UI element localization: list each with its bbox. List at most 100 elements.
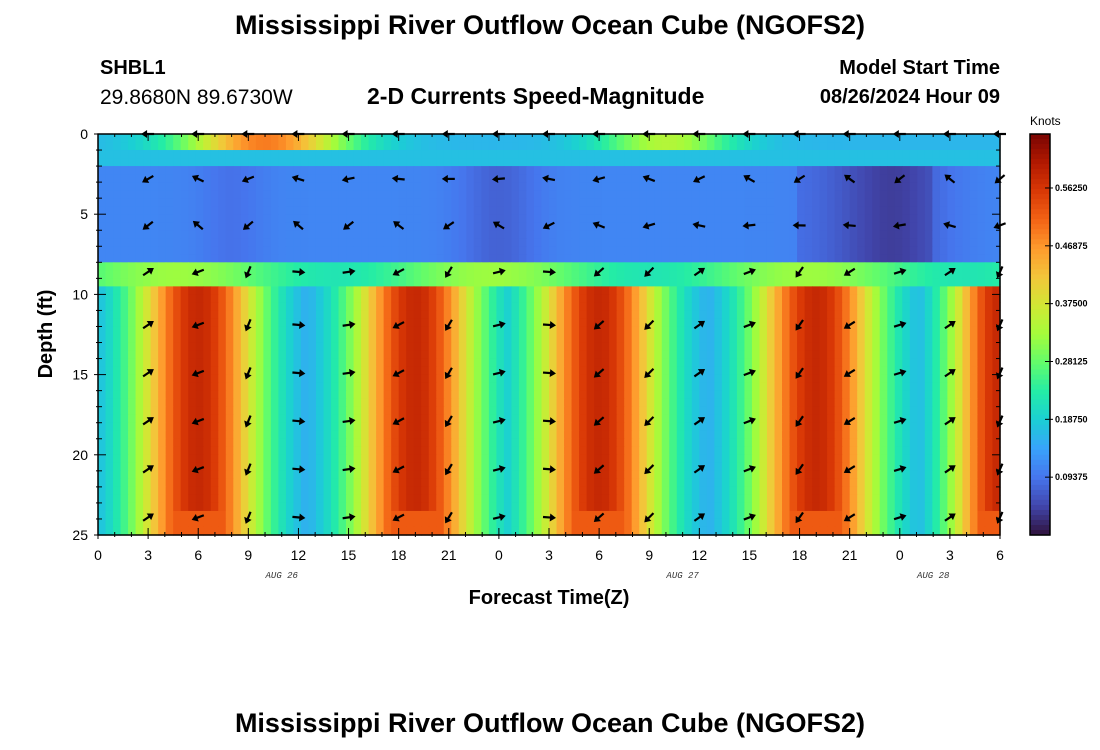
- heatmap-cell: [766, 358, 776, 368]
- heatmap-cell: [503, 190, 513, 199]
- heatmap-cell: [135, 342, 144, 352]
- heatmap-cell: [353, 318, 362, 328]
- heatmap-cell: [203, 366, 212, 376]
- heatmap-cell: [135, 142, 144, 151]
- heatmap-cell: [797, 374, 806, 384]
- heatmap-cell: [293, 278, 302, 287]
- heatmap-cell: [346, 454, 355, 464]
- heatmap-cell: [158, 350, 167, 360]
- heatmap-cell: [120, 214, 129, 223]
- heatmap-cell: [744, 358, 753, 368]
- heatmap-cell: [819, 390, 828, 400]
- heatmap-cell: [729, 174, 738, 183]
- heatmap-cell: [308, 286, 317, 295]
- heatmap-cell: [158, 150, 167, 159]
- heatmap-cell: [308, 278, 317, 287]
- heatmap-cell: [188, 430, 197, 440]
- heatmap-cell: [827, 350, 836, 360]
- heatmap-cell: [180, 190, 189, 199]
- heatmap-cell: [586, 142, 595, 151]
- heatmap-cell: [541, 206, 550, 215]
- heatmap-cell: [932, 422, 941, 432]
- heatmap-cell: [676, 294, 685, 304]
- heatmap-cell: [924, 222, 933, 231]
- heatmap-cell: [346, 358, 355, 368]
- heatmap-cell: [270, 214, 279, 223]
- heatmap-cell: [984, 214, 994, 223]
- heatmap-cell: [879, 398, 888, 408]
- heatmap-cell: [706, 382, 715, 392]
- heatmap-cell: [233, 446, 242, 456]
- heatmap-cell: [789, 398, 798, 408]
- heatmap-cell: [676, 390, 685, 400]
- heatmap-cell: [857, 390, 866, 400]
- heatmap-cell: [819, 150, 828, 159]
- heatmap-cell: [984, 350, 994, 360]
- heatmap-cell: [699, 430, 708, 440]
- heatmap-cell: [766, 222, 776, 231]
- heatmap-cell: [917, 366, 926, 376]
- heatmap-cell: [691, 342, 700, 352]
- heatmap-cell: [203, 230, 212, 239]
- heatmap-cell: [624, 366, 633, 376]
- heatmap-cell: [391, 158, 400, 167]
- heatmap-cell: [729, 278, 738, 287]
- heatmap-cell: [368, 190, 377, 199]
- heatmap-cell: [624, 446, 633, 456]
- heatmap-cell: [654, 342, 663, 352]
- heatmap-cell: [714, 414, 723, 424]
- heatmap-cell: [624, 398, 633, 408]
- heatmap-cell: [458, 222, 467, 231]
- heatmap-cell: [353, 342, 362, 352]
- heatmap-cell: [782, 134, 791, 143]
- heatmap-cell: [443, 374, 452, 384]
- heatmap-cell: [300, 446, 310, 456]
- heatmap-cell: [338, 438, 347, 448]
- heatmap-cell: [729, 230, 738, 239]
- heatmap-cell: [579, 278, 588, 287]
- heatmap-cell: [804, 254, 813, 263]
- heatmap-cell: [631, 198, 640, 207]
- heatmap-cell: [225, 334, 234, 344]
- heatmap-cell: [766, 166, 776, 175]
- heatmap-cell: [413, 406, 422, 416]
- heatmap-cell: [466, 254, 475, 263]
- heatmap-cell: [646, 246, 655, 255]
- heatmap-cell: [586, 238, 595, 247]
- heatmap-cell: [383, 430, 392, 440]
- heatmap-cell: [601, 406, 610, 416]
- heatmap-cell: [834, 358, 843, 368]
- heatmap-cell: [564, 142, 573, 151]
- heatmap-cell: [346, 406, 355, 416]
- heatmap-cell: [143, 246, 152, 255]
- heatmap-cell: [676, 278, 685, 287]
- heatmap-cell: [917, 222, 926, 231]
- heatmap-cell: [421, 382, 430, 392]
- heatmap-cell: [774, 142, 783, 151]
- heatmap-cell: [233, 134, 242, 143]
- heatmap-cell: [263, 142, 272, 151]
- heatmap-cell: [766, 190, 776, 199]
- heatmap-cell: [518, 430, 528, 440]
- heatmap-cell: [579, 262, 588, 271]
- heatmap-cell: [210, 438, 219, 448]
- heatmap-cell: [113, 390, 122, 400]
- heatmap-cell: [564, 222, 573, 231]
- heatmap-cell: [98, 166, 107, 175]
- heatmap-cell: [616, 294, 625, 304]
- heatmap-cell: [511, 182, 520, 191]
- heatmap-cell: [616, 254, 625, 263]
- heatmap-cell: [759, 134, 768, 143]
- heatmap-cell: [338, 318, 347, 328]
- heatmap-cell: [857, 214, 866, 223]
- heatmap-cell: [766, 270, 776, 279]
- heatmap-cell: [150, 206, 159, 215]
- heatmap-cell: [503, 310, 513, 320]
- heatmap-cell: [533, 310, 543, 320]
- heatmap-cell: [766, 310, 776, 320]
- heatmap-cell: [481, 150, 490, 159]
- heatmap-cell: [849, 406, 858, 416]
- heatmap-cell: [992, 286, 1001, 295]
- heatmap-cell: [218, 190, 227, 199]
- heatmap-cell: [857, 318, 866, 328]
